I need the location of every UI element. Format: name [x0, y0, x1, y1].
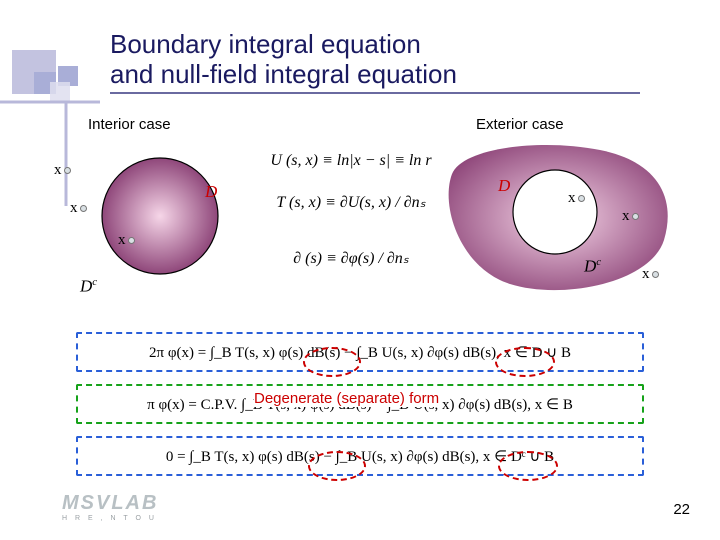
page-number: 22 [673, 501, 690, 518]
kernel-highlight-circle [303, 347, 361, 377]
point-x-marker: x [70, 200, 87, 217]
equation-row-3: 0 = ∫_B T(s, x) φ(s) dB(s) − ∫_B U(s, x)… [76, 436, 644, 476]
exterior-D-label: D [498, 176, 510, 196]
point-x-marker: x [642, 266, 659, 283]
exterior-hole-circle [513, 170, 597, 254]
equation-expr: 2π φ(x) = ∫_B T(s, x) φ(s) dB(s) − ∫_B U… [149, 343, 571, 362]
interior-domain-circle [102, 158, 218, 274]
kernel-equation-flux: ∂ (s) ≡ ∂φ(s) / ∂nₛ [246, 248, 456, 268]
point-x-marker: x [568, 190, 585, 207]
exterior-Dc-label: Dc [584, 256, 601, 277]
interior-D-label: D [205, 182, 217, 202]
kernel-highlight-circle [308, 451, 366, 481]
logo-main-text: MSVLAB [62, 492, 158, 515]
point-x-marker: x [54, 162, 71, 179]
lab-logo: MSVLAB H R E , N T O U [62, 492, 158, 522]
kernel-highlight-circle [495, 347, 555, 377]
kernel-equation-T: T (s, x) ≡ ∂U(s, x) / ∂nₛ [246, 192, 456, 212]
kernel-highlight-circle [498, 451, 558, 481]
point-x-marker: x [118, 232, 135, 249]
equation-row-1: 2π φ(x) = ∫_B T(s, x) φ(s) dB(s) − ∫_B U… [76, 332, 644, 372]
equation-expr: 0 = ∫_B T(s, x) φ(s) dB(s) − ∫_B U(s, x)… [166, 447, 554, 466]
interior-Dc-label: Dc [80, 276, 97, 297]
logo-sub-text: H R E , N T O U [62, 515, 158, 522]
point-x-marker: x [622, 208, 639, 225]
degenerate-form-label: Degenerate (separate) form [254, 390, 439, 407]
kernel-equation-U: U (s, x) ≡ ln|x − s| ≡ ln r [246, 152, 456, 170]
